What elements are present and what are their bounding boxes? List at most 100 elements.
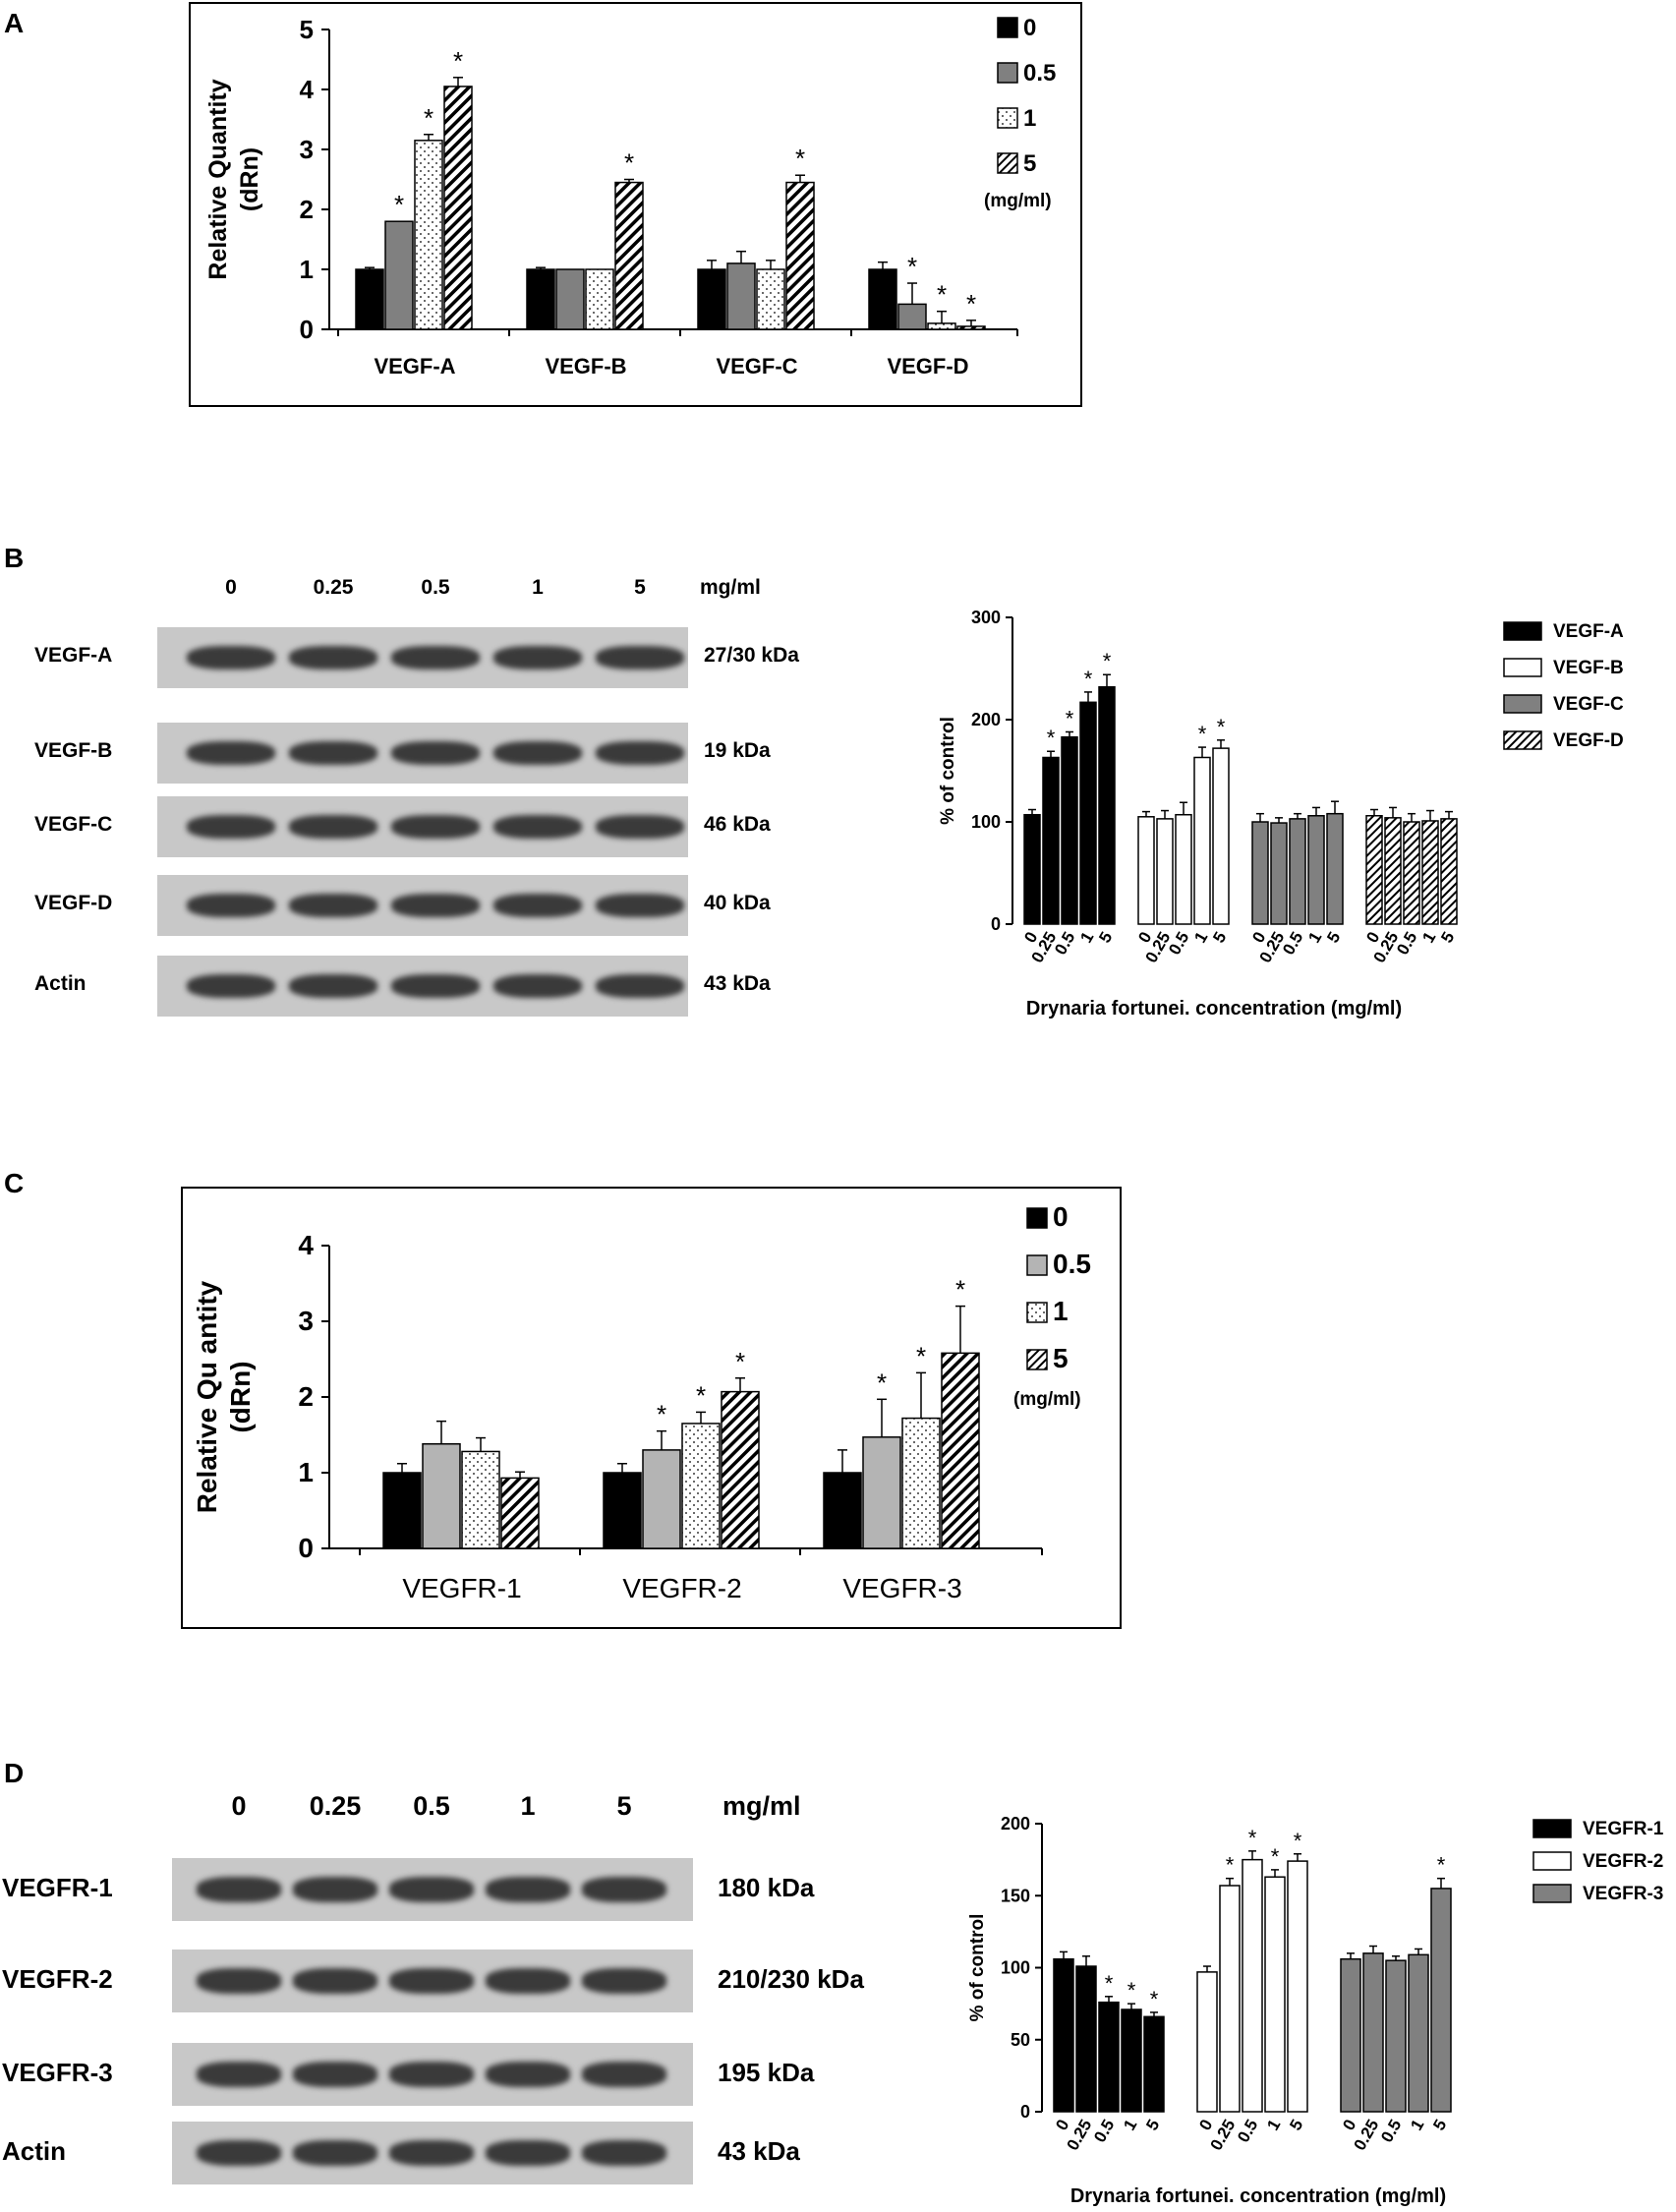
bar xyxy=(901,1417,941,1549)
blot-band xyxy=(582,2140,666,2166)
bar xyxy=(1270,822,1288,925)
y-tick-label: 100 xyxy=(1001,1958,1030,1978)
panel-letter-d: D xyxy=(4,1758,25,1788)
category-label: VEGFR-2 xyxy=(622,1573,741,1603)
bar xyxy=(1098,2001,1120,2113)
bar xyxy=(585,268,614,330)
bar xyxy=(1430,1888,1452,2113)
significance-marker: * xyxy=(657,1400,666,1429)
blot-strip xyxy=(157,627,688,688)
significance-marker: * xyxy=(1226,1853,1235,1878)
significance-marker: * xyxy=(955,1275,965,1305)
legend-swatch xyxy=(1026,1207,1048,1229)
bar xyxy=(1193,756,1211,925)
unit-label: mg/ml xyxy=(700,576,761,599)
bar xyxy=(1340,1957,1361,2113)
bar xyxy=(1289,818,1306,925)
y-axis-label: % of control xyxy=(938,717,958,825)
blot-row-size: 210/230 kDa xyxy=(718,1964,864,1995)
blot-band xyxy=(391,973,480,999)
blot-band xyxy=(293,1968,377,1994)
significance-marker: * xyxy=(1271,1844,1280,1869)
bar xyxy=(603,1472,642,1549)
blot-band xyxy=(486,1968,570,1994)
y-axis-label: Relative Quantity (dRn) xyxy=(204,79,263,279)
blot-band xyxy=(293,2062,377,2087)
x-tick-text: 1 xyxy=(1190,929,1211,947)
concentration-label: 5 xyxy=(634,576,646,599)
significance-marker: * xyxy=(1150,1987,1159,2011)
blot-band xyxy=(197,1877,281,1902)
category-label: VEGFR-1 xyxy=(402,1573,521,1603)
bar xyxy=(1365,815,1383,925)
bar xyxy=(1175,813,1192,925)
x-tick-label: 1 xyxy=(1076,929,1097,947)
y-tick-label: 100 xyxy=(971,812,1001,832)
x-tick-text: 5 xyxy=(1209,929,1230,947)
x-tick-text: 0.5 xyxy=(1393,929,1420,959)
bar xyxy=(555,268,585,330)
blot-row-name: VEGF-A xyxy=(34,644,113,668)
blot-row-size: 40 kDa xyxy=(704,892,771,915)
blot-band xyxy=(389,1968,474,1994)
legend-label: 0 xyxy=(1023,15,1036,41)
x-tick-label: 5 xyxy=(1209,929,1230,947)
legend-swatch xyxy=(1503,621,1542,641)
blot-band xyxy=(493,814,582,840)
western-blot-d: 0 0.25 0.5 1 5 mg/ml VEGFR-1 180 kDa VEGFR-2 210/… xyxy=(0,1779,944,2212)
blot-band xyxy=(493,645,582,670)
bar xyxy=(1287,1860,1308,2113)
x-tick-label: 0.5 xyxy=(1279,929,1306,959)
blot-row-name: VEGFR-2 xyxy=(2,1964,113,1995)
blot-band xyxy=(187,973,275,999)
significance-marker: * xyxy=(907,252,917,281)
significance-marker: * xyxy=(916,1341,926,1370)
bar xyxy=(1403,821,1420,925)
bar xyxy=(862,1436,901,1549)
blot-band xyxy=(187,814,275,840)
blot-band xyxy=(596,645,684,670)
bar xyxy=(1061,735,1078,925)
bar xyxy=(414,140,443,330)
blot-band xyxy=(493,740,582,766)
bar xyxy=(1384,817,1402,925)
category-label: VEGF-B xyxy=(545,354,626,378)
blot-band xyxy=(293,2140,377,2166)
blot-band xyxy=(389,2140,474,2166)
concentration-label: 1 xyxy=(520,1791,536,1821)
bar xyxy=(1042,756,1060,925)
blot-strip xyxy=(157,956,688,1017)
x-tick-text: 0.5 xyxy=(1090,2117,1118,2146)
x-tick-text: 5 xyxy=(1095,929,1116,947)
blot-row-name: VEGFR-1 xyxy=(2,1873,113,1903)
bar xyxy=(526,268,555,330)
legend-swatch xyxy=(1503,694,1542,714)
legend-label: VEGF-A xyxy=(1553,621,1624,642)
bar xyxy=(1143,2015,1165,2113)
bar xyxy=(927,322,956,330)
y-tick-label: 5 xyxy=(300,15,314,44)
x-tick-text: 5 xyxy=(1142,2117,1163,2134)
blot-band xyxy=(293,1877,377,1902)
blot-strip xyxy=(172,2043,693,2106)
blot-band xyxy=(289,645,377,670)
x-axis-label: Drynaria fortunei. concentration (mg/ml) xyxy=(1070,2185,1446,2207)
y-label-text: % of control xyxy=(967,1914,988,2022)
bar xyxy=(1264,1876,1286,2113)
bar xyxy=(355,268,384,330)
blot-band xyxy=(596,893,684,918)
significance-marker: * xyxy=(1105,1971,1114,1996)
x-tick-label: 1 xyxy=(1190,929,1211,947)
x-tick-label: 1 xyxy=(1418,929,1439,947)
significance-marker: * xyxy=(1294,1829,1302,1853)
y-label-line: Relative Quantity xyxy=(204,79,232,279)
significance-marker: * xyxy=(1084,667,1093,691)
bar xyxy=(1196,1971,1218,2113)
y-tick-label: 0 xyxy=(1020,2102,1030,2122)
bar xyxy=(1326,812,1344,925)
category-label: VEGF-A xyxy=(374,354,455,378)
x-axis-label: Drynaria fortunei. concentration (mg/ml) xyxy=(1026,998,1402,1019)
x-tick-label: 0.5 xyxy=(1165,929,1192,959)
legend-swatch xyxy=(1026,1349,1048,1370)
